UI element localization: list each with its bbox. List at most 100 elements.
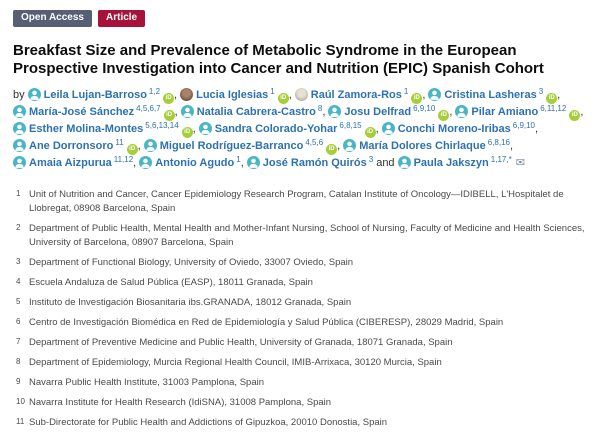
person-avatar-icon[interactable] <box>381 122 395 135</box>
affiliation-text: Department of Preventive Medicine and Pu… <box>29 337 453 348</box>
author-separator: , <box>422 89 426 101</box>
author-name-link[interactable]: Miguel Rodríguez-Barranco <box>159 140 304 152</box>
article-type-badge[interactable]: Article <box>98 10 146 27</box>
author-photo-avatar[interactable] <box>180 88 194 101</box>
affiliation-number: 9 <box>16 377 21 386</box>
author-separator: , <box>137 140 141 152</box>
person-avatar-icon[interactable] <box>328 105 342 118</box>
author: Miguel Rodríguez-Barranco 4,5,6iD, <box>143 138 340 155</box>
person-avatar-icon[interactable] <box>455 105 469 118</box>
author-name-link[interactable]: Amaia Aizpurua <box>29 157 112 169</box>
person-avatar-icon[interactable] <box>246 156 260 169</box>
author-name-link[interactable]: José Ramón Quirós <box>262 157 367 169</box>
author: Esther Molina-Montes 5,6,13,14iD, <box>13 121 196 138</box>
orcid-icon[interactable]: iD <box>569 110 581 121</box>
person-avatar-icon[interactable] <box>13 122 26 135</box>
author-name-link[interactable]: Paula Jakszyn <box>413 157 489 169</box>
affiliation-list: 1 Unit of Nutrition and Cancer, Cancer Ep… <box>13 188 589 430</box>
article-page: Open Access Article Breakfast Size and P… <box>13 10 589 430</box>
author-superscript: 3 <box>368 155 374 164</box>
person-avatar-icon[interactable] <box>397 156 411 169</box>
author-name-link[interactable]: Josu Delfrad <box>344 106 412 118</box>
author-separator: , <box>288 89 292 101</box>
orcid-icon[interactable]: iD <box>364 127 376 138</box>
orcid-icon[interactable]: iD <box>411 93 423 104</box>
author-superscript: 5,6,13,14 <box>145 121 179 130</box>
author-separator: , <box>192 123 196 135</box>
person-avatar-icon[interactable] <box>27 88 41 101</box>
orcid-icon[interactable]: iD <box>181 127 193 138</box>
person-avatar-icon[interactable] <box>428 88 442 101</box>
author-superscript: 1,2 <box>148 87 161 96</box>
badge-row: Open Access Article <box>13 10 589 27</box>
author-name-link[interactable]: María Dolores Chirlaque <box>359 140 486 152</box>
author: Paula Jakszyn 1,17,* ✉ <box>397 155 525 172</box>
author-name-link[interactable]: María-José Sánchez <box>29 106 135 118</box>
person-avatar-icon[interactable] <box>143 139 157 152</box>
author-name-link[interactable]: Ane Dorronsoro <box>29 140 114 152</box>
author-name-link[interactable]: Lucia Iglesias <box>196 89 269 101</box>
person-avatar-icon[interactable] <box>13 139 26 152</box>
author: María-José Sánchez 4,5,6,7iD, <box>13 104 178 121</box>
orcid-icon[interactable]: iD <box>163 110 175 121</box>
affiliation-item: 7 Department of Preventive Medicine and P… <box>16 336 589 350</box>
person-avatar-icon[interactable] <box>180 105 194 118</box>
orcid-icon[interactable]: iD <box>277 93 289 104</box>
orcid-icon[interactable]: iD <box>438 110 450 121</box>
affiliation-item: 8 Department of Epidemiology, Murcia Regi… <box>16 356 589 370</box>
author-superscript: 1 <box>236 155 241 164</box>
author-separator: , <box>174 106 178 118</box>
author: Raúl Zamora-Ros 1iD, <box>294 87 426 104</box>
author-name-link[interactable]: Antonio Agudo <box>155 157 235 169</box>
author-separator: , <box>580 106 584 118</box>
author-separator: , <box>322 106 326 118</box>
author-separator: , <box>133 157 137 169</box>
author-separator: , <box>375 123 379 135</box>
author-name-link[interactable]: Esther Molina-Montes <box>29 123 144 135</box>
affiliation-item: 3 Department of Functional Biology, Unive… <box>16 256 589 270</box>
orcid-icon[interactable]: iD <box>546 93 558 104</box>
orcid-icon[interactable]: iD <box>326 144 338 155</box>
author-superscript: 6,8,15 <box>339 121 362 130</box>
author: Pilar Amiano 6,11,12iD, <box>455 104 583 121</box>
author-superscript: 6,11,12 <box>540 104 567 113</box>
author-name-link[interactable]: Natalia Cabrera-Castro <box>196 106 316 118</box>
author-separator: , <box>240 157 244 169</box>
affiliation-text: Department of Functional Biology, Univer… <box>29 257 354 268</box>
author: Leila Lujan-Barroso 1,2iD, <box>27 87 177 104</box>
person-avatar-icon[interactable] <box>13 156 26 169</box>
author-superscript: 8 <box>317 104 323 113</box>
author-superscript: 6,8,16 <box>487 138 510 147</box>
author: Amaia Aizpurua 11,12, <box>13 155 136 172</box>
author: Josu Delfrad 6,9,10iD, <box>328 104 452 121</box>
author-name-link[interactable]: Raúl Zamora-Ros <box>310 89 402 101</box>
affiliation-text: Department of Public Health, Mental Heal… <box>29 223 585 248</box>
author-photo-avatar[interactable] <box>294 88 308 101</box>
affiliation-item: 10 Navarra Institute for Health Research … <box>16 396 589 410</box>
author-name-link[interactable]: Leila Lujan-Barroso <box>43 89 147 101</box>
author-superscript: 3 <box>538 87 544 96</box>
author-superscript: 4,5,6,7 <box>136 104 161 113</box>
affiliation-item: 2 Department of Public Health, Mental Hea… <box>16 222 589 250</box>
byline-prefix: by <box>13 89 25 101</box>
affiliation-text: Instituto de Investigación Biosanitaria … <box>29 297 352 308</box>
person-avatar-icon[interactable] <box>13 105 26 118</box>
person-avatar-icon[interactable] <box>198 122 212 135</box>
affiliation-number: 8 <box>16 357 21 366</box>
author-superscript: 6,9,10 <box>413 104 436 113</box>
person-avatar-icon[interactable] <box>343 139 357 152</box>
affiliation-text: Escuela Andaluza de Salud Pública (EASP)… <box>29 277 313 288</box>
author-separator: , <box>535 123 539 135</box>
affiliation-item: 4 Escuela Andaluza de Salud Pública (EASP… <box>16 276 589 290</box>
author-name-link[interactable]: Cristina Lasheras <box>444 89 537 101</box>
orcid-icon[interactable]: iD <box>163 93 175 104</box>
author-name-link[interactable]: Sandra Colorado-Yohar <box>214 123 338 135</box>
author-name-link[interactable]: Conchi Moreno-Iribas <box>397 123 511 135</box>
envelope-icon[interactable]: ✉ <box>515 157 525 169</box>
orcid-icon[interactable]: iD <box>126 144 138 155</box>
affiliation-number: 1 <box>16 189 21 198</box>
open-access-badge[interactable]: Open Access <box>13 10 92 27</box>
author-name-link[interactable]: Pilar Amiano <box>471 106 539 118</box>
person-avatar-icon[interactable] <box>139 156 153 169</box>
author: José Ramón Quirós 3 and <box>246 155 395 172</box>
